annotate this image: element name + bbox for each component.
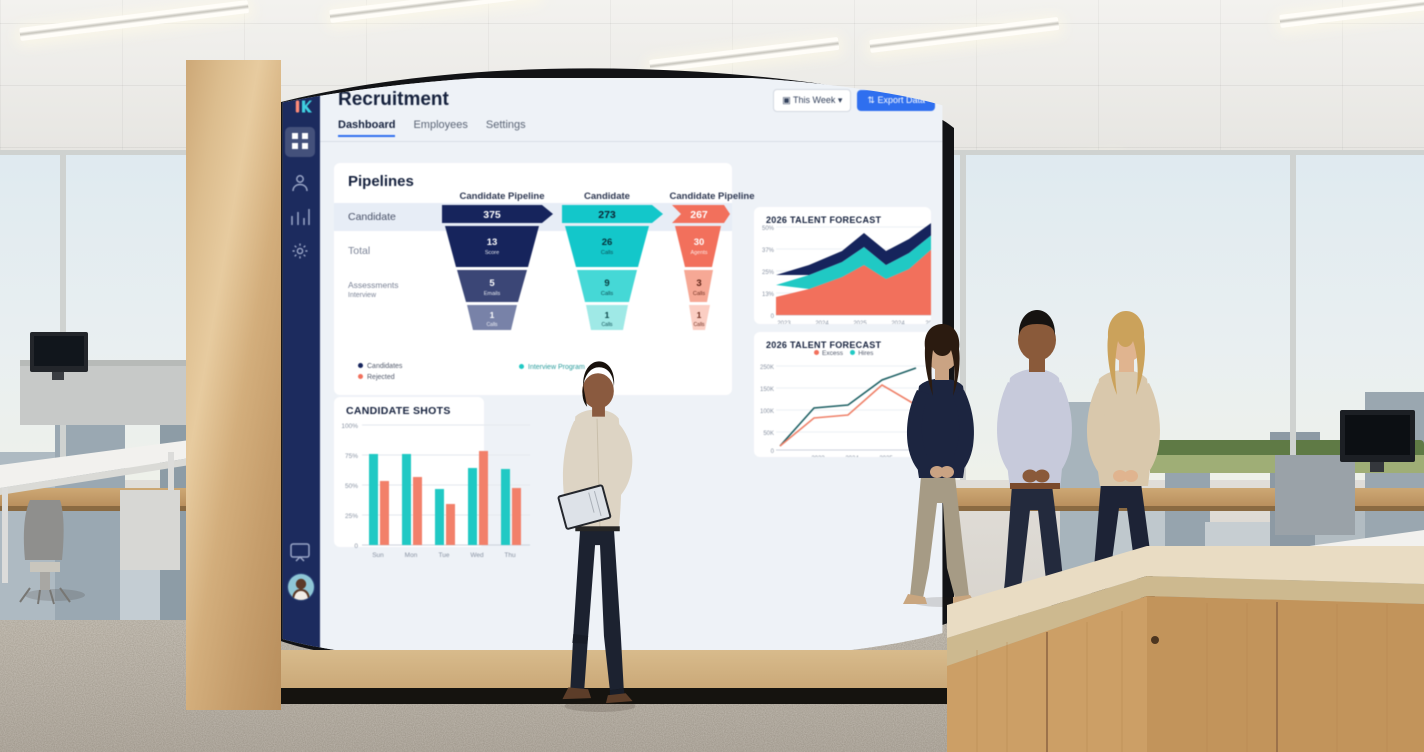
svg-text:Calls: Calls xyxy=(601,291,613,297)
svg-text:Agents: Agents xyxy=(690,250,707,256)
svg-text:25%: 25% xyxy=(762,270,775,276)
svg-text:2023: 2023 xyxy=(777,321,791,324)
svg-text:Wed: Wed xyxy=(470,552,484,559)
svg-text:50%: 50% xyxy=(762,226,775,232)
svg-text:50%: 50% xyxy=(345,483,358,490)
svg-text:100%: 100% xyxy=(341,423,358,430)
svg-text:Score: Score xyxy=(485,250,499,256)
svg-text:3: 3 xyxy=(696,278,701,289)
svg-text:50K: 50K xyxy=(763,431,774,437)
svg-text:Mon: Mon xyxy=(405,552,418,559)
svg-text:75%: 75% xyxy=(345,453,358,460)
svg-text:5: 5 xyxy=(489,278,495,289)
svg-text:Calls: Calls xyxy=(693,291,705,297)
svg-text:Calls: Calls xyxy=(486,322,498,328)
svg-text:Thu: Thu xyxy=(504,552,516,559)
svg-text:150K: 150K xyxy=(760,387,774,393)
svg-text:0: 0 xyxy=(771,449,775,455)
svg-text:13: 13 xyxy=(487,237,498,248)
svg-text:1: 1 xyxy=(697,310,702,320)
svg-text:1: 1 xyxy=(490,310,495,320)
svg-text:30: 30 xyxy=(694,237,705,248)
svg-text:Tue: Tue xyxy=(439,552,450,559)
svg-text:37%: 37% xyxy=(762,248,775,254)
svg-text:375: 375 xyxy=(483,209,501,221)
svg-text:0: 0 xyxy=(771,314,775,320)
svg-text:273: 273 xyxy=(598,209,616,221)
svg-text:Calls: Calls xyxy=(693,322,705,328)
svg-text:2025: 2025 xyxy=(879,456,893,457)
svg-text:0: 0 xyxy=(354,543,358,550)
svg-text:Sun: Sun xyxy=(372,552,384,559)
svg-text:Calls: Calls xyxy=(601,250,613,256)
svg-text:250K: 250K xyxy=(760,365,774,371)
svg-text:2023: 2023 xyxy=(811,456,825,457)
svg-text:26: 26 xyxy=(602,237,613,248)
svg-text:100K: 100K xyxy=(760,409,774,415)
svg-text:267: 267 xyxy=(690,209,708,221)
svg-text:9: 9 xyxy=(604,278,609,289)
svg-text:2024: 2024 xyxy=(815,321,829,324)
svg-text:Emails: Emails xyxy=(484,291,501,297)
svg-text:2024: 2024 xyxy=(845,456,859,457)
svg-text:2025: 2025 xyxy=(853,321,867,324)
svg-text:25%: 25% xyxy=(345,513,358,520)
svg-text:13%: 13% xyxy=(762,292,775,298)
